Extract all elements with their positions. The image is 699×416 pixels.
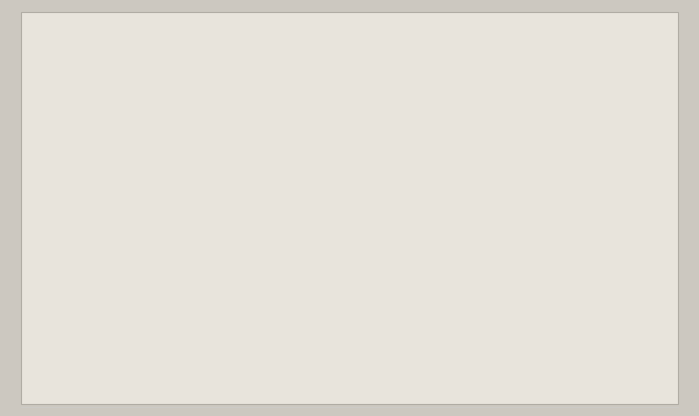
Text: About 14.48%: About 14.48%: [103, 372, 204, 385]
Text: Set the target portfolio return to be 10% in expectation (yellow box): Set the target portfolio return to be 10…: [48, 223, 484, 236]
Text: Set the mean return for the TBond to be 5% with 10% standard deviation (green bo: Set the mean return for the TBond to be …: [48, 154, 596, 167]
Text: Set the mean return for the SP500 to be 10% with 20% standard deviation (green: Set the mean return for the SP500 to be …: [48, 93, 571, 106]
Circle shape: [65, 374, 82, 384]
Circle shape: [70, 376, 78, 381]
Text: Set the correlation between the SP500 and the TBond to be 10% (green box): Set the correlation between the SP500 an…: [48, 189, 540, 202]
Text: box): box): [48, 120, 75, 133]
Text: Consider the Excel template for the two-asset efficient frontier as provided in : Consider the Excel template for the two-…: [48, 32, 568, 45]
Circle shape: [65, 317, 82, 327]
Text: announcement for the quiz.: announcement for the quiz.: [48, 59, 225, 72]
Text: About 13.45%: About 13.45%: [103, 315, 194, 328]
Text: Find the minimum standard deviation using Excel’s solver (blue box). What is it?: Find the minimum standard deviation usin…: [48, 258, 562, 271]
